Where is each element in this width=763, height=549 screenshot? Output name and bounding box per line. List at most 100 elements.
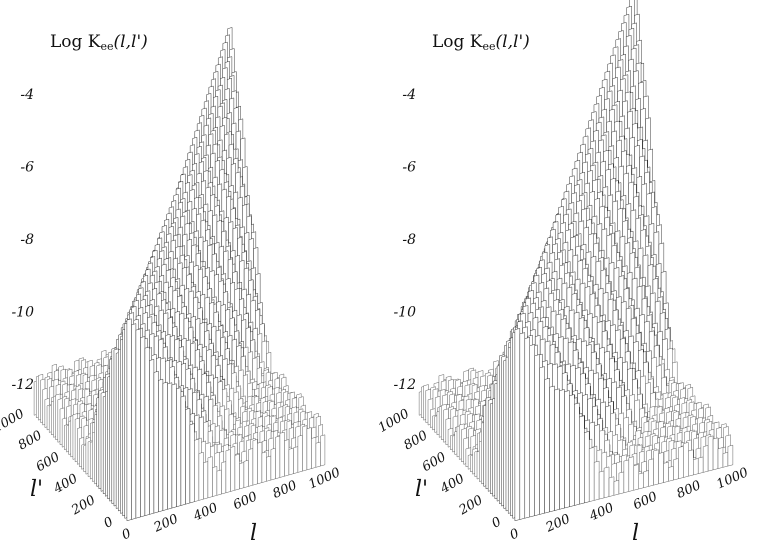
left-panel: Log Kee(l,l') -4-6-8-10-12 0 200 400 600 800… xyxy=(0,27,343,546)
y-tick-label: 800 xyxy=(401,428,430,453)
bar xyxy=(668,465,674,482)
bar xyxy=(693,458,699,476)
bar xyxy=(189,423,195,504)
z-tick-label: -6 xyxy=(20,160,34,176)
bar xyxy=(221,461,227,495)
bar xyxy=(270,447,276,481)
bar xyxy=(514,328,521,522)
bar xyxy=(712,437,719,471)
right-bar-surface xyxy=(418,0,734,522)
bar xyxy=(144,346,150,516)
bar xyxy=(559,389,565,510)
bar xyxy=(194,438,200,502)
bar xyxy=(315,441,321,468)
bar xyxy=(266,455,272,482)
bar xyxy=(239,462,245,490)
y-tick-label: 400 xyxy=(51,471,81,497)
right-zlabel: Log Kee(l,l') xyxy=(432,32,530,53)
x-tick-label: 600 xyxy=(231,489,260,513)
bar xyxy=(225,449,231,494)
bar xyxy=(534,354,540,516)
x-tick-label: 800 xyxy=(271,478,300,502)
bar xyxy=(683,442,689,478)
bar xyxy=(176,387,182,508)
bar xyxy=(588,447,595,502)
bar xyxy=(569,394,575,508)
bar xyxy=(207,456,213,499)
bar xyxy=(519,332,526,520)
bar xyxy=(608,476,615,497)
bar xyxy=(284,439,290,477)
bar xyxy=(529,344,535,518)
z-tick-label: -10 xyxy=(11,304,34,320)
z-tick-label: -8 xyxy=(402,232,416,248)
bar xyxy=(167,382,173,510)
bar xyxy=(243,459,249,488)
bar xyxy=(311,436,317,469)
x-tick-label: 200 xyxy=(543,512,573,536)
bar xyxy=(663,461,669,483)
bar xyxy=(579,415,585,505)
bar xyxy=(248,448,254,487)
y-tick-label: 0 xyxy=(489,514,504,531)
left-ylabel: l' xyxy=(30,477,43,502)
bar xyxy=(584,431,590,504)
x-tick-label: 1000 xyxy=(714,465,750,492)
left-xlabel: l xyxy=(250,521,257,545)
bar xyxy=(648,458,654,487)
bar xyxy=(212,466,218,497)
bar xyxy=(549,385,555,513)
bar xyxy=(297,434,303,473)
right-z-ticks: -4 -6 -8 -10 -12 xyxy=(393,87,416,393)
bar xyxy=(293,446,299,474)
bar xyxy=(658,452,664,485)
bar xyxy=(158,378,164,513)
bar xyxy=(171,383,177,509)
x-tick-label: 0 xyxy=(120,526,134,543)
bar xyxy=(574,402,580,506)
bar xyxy=(261,451,267,483)
bar xyxy=(623,459,630,494)
y-tick-label: 1000 xyxy=(0,406,27,436)
bar xyxy=(288,447,294,476)
y-tick-label: 200 xyxy=(456,493,486,519)
z-tick-label: -6 xyxy=(402,160,416,176)
x-tick-label: 0 xyxy=(508,526,522,543)
bar xyxy=(275,435,281,480)
bar xyxy=(306,427,312,471)
x-tick-label: 800 xyxy=(675,478,704,502)
bar xyxy=(564,390,570,509)
bar xyxy=(180,395,186,506)
bar xyxy=(153,370,159,514)
bar xyxy=(257,441,263,485)
bar xyxy=(149,359,155,515)
bar xyxy=(628,456,635,492)
z-tick-label: -10 xyxy=(393,304,416,320)
bar xyxy=(598,470,605,500)
bar xyxy=(216,469,222,496)
z-tick-label: -8 xyxy=(20,232,34,248)
bar xyxy=(688,449,694,477)
right-xlabel: l xyxy=(632,521,639,545)
y-tick-label: 200 xyxy=(68,493,98,519)
bar xyxy=(539,366,545,515)
x-tick-label: 1000 xyxy=(306,465,342,492)
bar xyxy=(185,407,191,505)
z-tick-label: -4 xyxy=(402,87,416,103)
bar xyxy=(230,446,236,492)
bar xyxy=(252,439,258,486)
bar xyxy=(302,425,308,472)
bar xyxy=(320,434,326,467)
bar xyxy=(131,323,137,520)
y-tick-label: 600 xyxy=(34,450,63,475)
bar xyxy=(702,445,709,473)
bar xyxy=(707,435,714,472)
bar xyxy=(279,431,285,478)
bar xyxy=(162,381,168,511)
z-tick-label: -12 xyxy=(393,377,416,393)
bar xyxy=(727,444,734,467)
right-ylabel: l' xyxy=(415,477,428,502)
bar xyxy=(722,451,729,468)
bar xyxy=(638,472,644,490)
